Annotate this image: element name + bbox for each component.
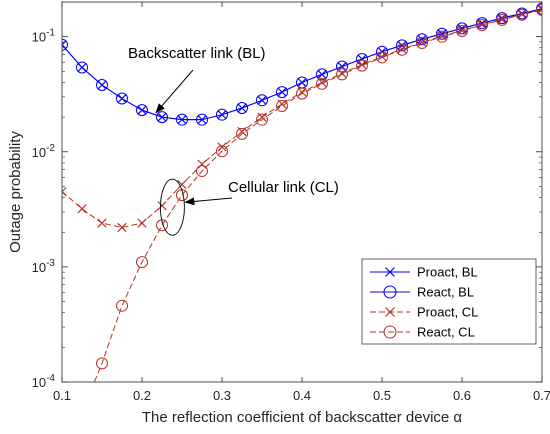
data-point — [516, 8, 528, 21]
y-tick-label: 10-1 — [32, 28, 56, 45]
data-point — [116, 299, 128, 312]
data-point — [316, 68, 328, 81]
data-point — [377, 52, 387, 62]
data-point — [96, 357, 108, 370]
legend-marker — [385, 307, 395, 317]
data-point — [436, 30, 448, 43]
series-line — [62, 8, 542, 121]
series-layer — [62, 2, 542, 417]
data-point — [137, 218, 147, 228]
annotation-cl-ellipse — [159, 178, 185, 236]
axes-layer: 0.1 0.2 0.3 0.4 0.5 0.6 0.7 10-4 10-3 10-2 10-1 — [32, 1, 550, 403]
x-axis-title: The reflection coefficient of backscatte… — [142, 409, 463, 426]
annotations-layer: Backscatter link (BL) Cellular link (CL) — [128, 45, 339, 236]
data-point — [536, 3, 542, 16]
data-point — [256, 113, 268, 126]
data-point — [97, 218, 107, 228]
data-point — [62, 38, 68, 51]
data-point — [76, 61, 88, 74]
x-tick-label: 0.3 — [213, 388, 231, 403]
data-point — [397, 44, 407, 54]
legend-label: React, CL — [417, 325, 475, 340]
series-line — [93, 9, 542, 382]
data-point — [456, 22, 468, 35]
data-point — [157, 201, 167, 211]
y-tick-label: 10-2 — [32, 143, 56, 160]
data-point — [296, 87, 308, 100]
data-point — [117, 222, 127, 233]
x-tick-label: 0.7 — [533, 388, 550, 403]
data-point — [276, 86, 288, 99]
data-point — [537, 4, 542, 15]
legend-marker — [385, 267, 395, 277]
data-point — [116, 92, 128, 105]
annotation-bl-arrow — [155, 69, 194, 114]
data-point — [316, 77, 328, 90]
data-point — [376, 51, 388, 64]
data-point — [456, 24, 468, 37]
data-point — [216, 108, 228, 121]
data-point — [77, 204, 87, 214]
y-tick-label: 10-4 — [32, 373, 56, 390]
data-point — [317, 77, 327, 88]
y-tick-label: 10-3 — [32, 258, 56, 275]
data-point — [496, 13, 508, 26]
data-point — [176, 113, 188, 126]
data-point — [177, 179, 187, 190]
data-point — [417, 37, 427, 48]
data-point — [217, 142, 227, 152]
data-point — [136, 104, 148, 117]
data-point — [416, 37, 428, 50]
legend-label: Proact, CL — [417, 305, 478, 320]
data-point — [537, 4, 542, 14]
x-tick-label: 0.5 — [373, 388, 391, 403]
data-point — [236, 127, 248, 140]
data-point — [396, 43, 408, 56]
x-tick-label: 0.4 — [293, 388, 311, 403]
data-point — [216, 145, 228, 158]
annotation-cl: Cellular link (CL) — [228, 179, 339, 196]
data-point — [357, 60, 367, 70]
data-point — [197, 159, 207, 169]
data-point — [356, 59, 368, 72]
data-point — [256, 94, 268, 107]
legend-marker — [383, 285, 397, 299]
data-point — [336, 68, 348, 81]
annotation-cl-arrow — [184, 197, 233, 206]
data-point — [77, 406, 88, 417]
legend-label: Proact, BL — [417, 265, 478, 280]
legend: Proact, BL React, BL Proact, CL React, CL — [361, 258, 537, 345]
data-point — [236, 102, 248, 115]
x-tick-label: 0.2 — [133, 388, 151, 403]
data-point — [336, 60, 348, 73]
data-point — [96, 79, 108, 92]
series-4 — [77, 3, 542, 417]
data-point — [396, 39, 408, 52]
annotation-bl: Backscatter link (BL) — [128, 45, 266, 62]
x-tick-label: 0.1 — [53, 388, 71, 403]
y-axis-title: Outage probability — [7, 131, 24, 253]
data-point — [416, 33, 428, 46]
legend-marker — [383, 325, 397, 339]
data-point — [457, 25, 467, 36]
data-point — [196, 113, 208, 126]
data-point — [136, 256, 148, 269]
data-point — [62, 187, 67, 197]
x-tick-label: 0.6 — [453, 388, 471, 403]
legend-label: React, BL — [417, 285, 474, 300]
data-point — [476, 19, 488, 32]
data-point — [436, 27, 448, 40]
data-point — [257, 112, 267, 122]
data-point — [276, 99, 288, 112]
data-point — [196, 165, 208, 178]
